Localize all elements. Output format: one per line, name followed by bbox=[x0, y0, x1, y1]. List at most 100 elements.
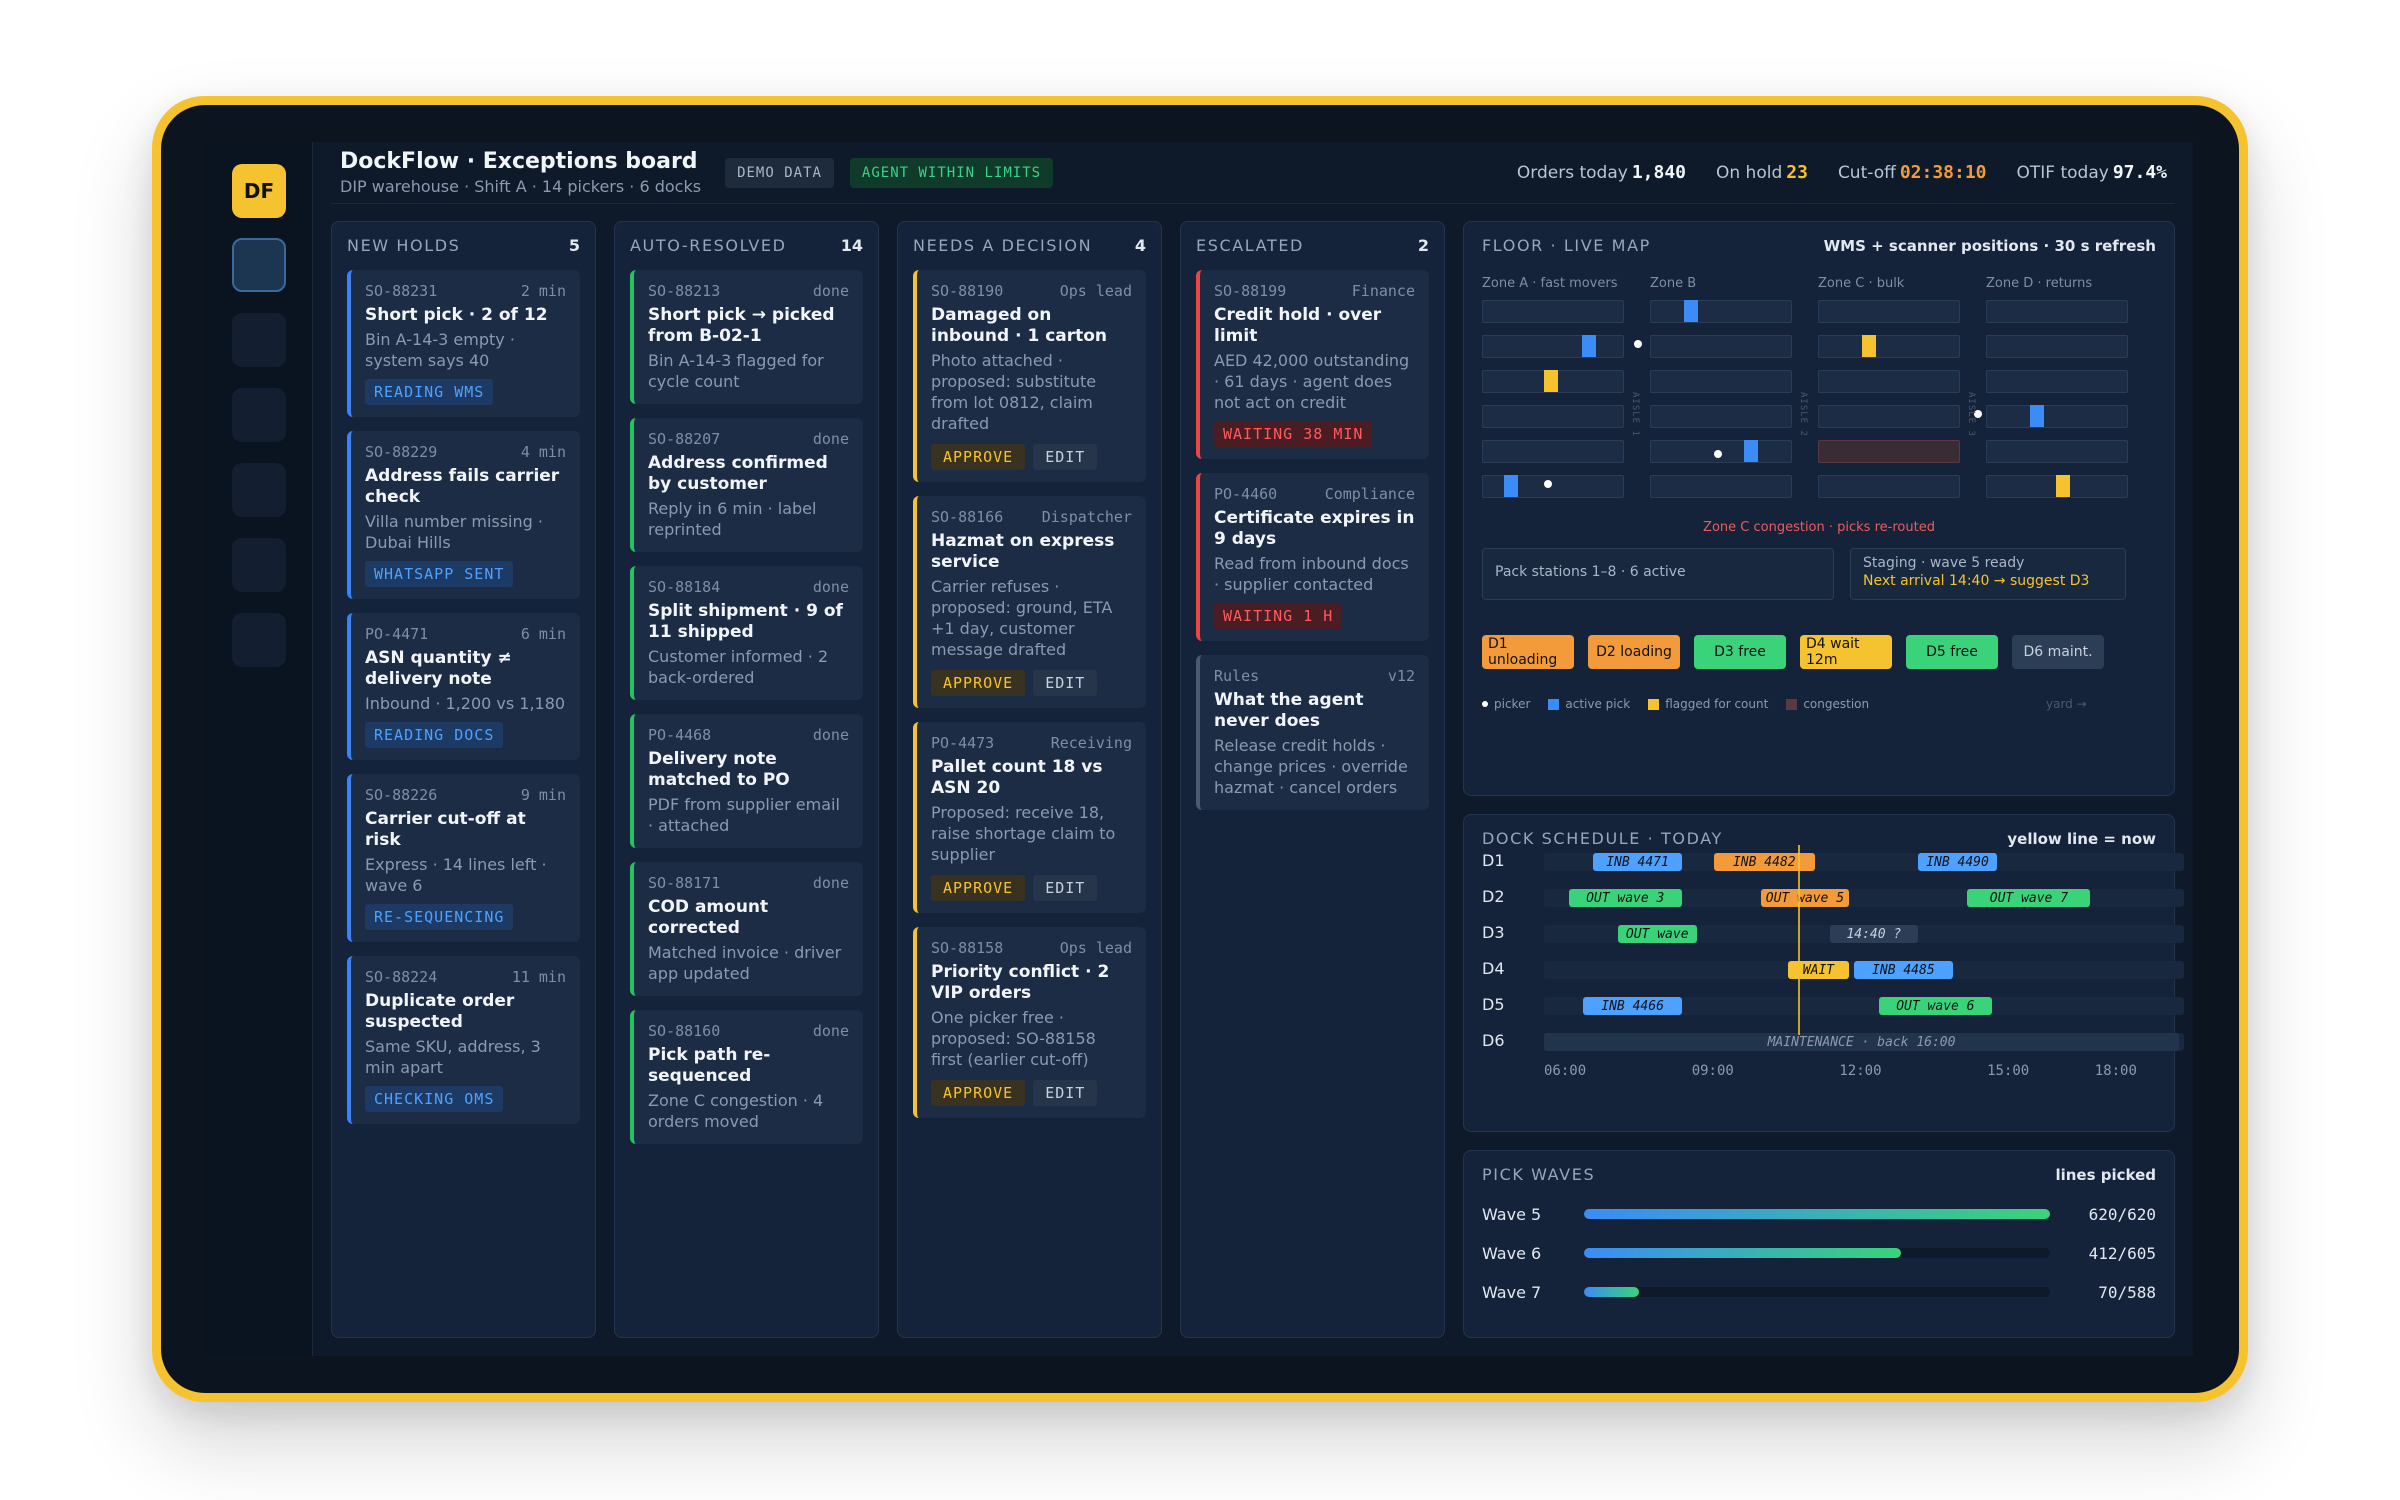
edit-button[interactable]: EDIT bbox=[1033, 444, 1098, 470]
card-meta: PO-4471 6 min bbox=[365, 625, 566, 643]
right-panels: FLOOR · LIVE MAP WMS + scanner positions … bbox=[1463, 221, 2184, 1338]
dock-booking-bar[interactable]: MAINTENANCE · back 16:00 bbox=[1544, 1033, 2180, 1051]
shelf-row bbox=[1818, 335, 1960, 358]
column-count: 4 bbox=[1134, 235, 1146, 255]
dock-booking-bar[interactable]: 14:40 ? bbox=[1829, 925, 1919, 943]
exception-card[interactable]: SO-88226 9 min Carrier cut-off at risk Expr… bbox=[347, 774, 580, 942]
dock-booking-bar[interactable]: INB 4471 bbox=[1593, 853, 1682, 871]
card-text: One picker free · proposed: SO-88158 fir… bbox=[931, 1008, 1096, 1069]
nav-item-6[interactable] bbox=[232, 613, 286, 667]
dock-row-label: D3 bbox=[1482, 923, 1505, 942]
legend-item-flagged: flagged for count bbox=[1648, 697, 1768, 711]
wave-progress-track bbox=[1584, 1209, 2050, 1219]
wave-row: Wave 6 412/605 bbox=[1482, 1242, 2156, 1264]
exception-card[interactable]: SO-88158 Ops lead Priority conflict · 2 VI… bbox=[913, 927, 1146, 1118]
approve-button[interactable]: APPROVE bbox=[931, 875, 1026, 901]
exception-card[interactable]: SO-88171 done COD amount corrected Matched … bbox=[630, 862, 863, 996]
column-count: 2 bbox=[1417, 235, 1429, 255]
dock-booking-bar[interactable]: OUT wave 7 bbox=[1967, 889, 2091, 907]
exception-card[interactable]: SO-88199 Finance Credit hold · over limit A… bbox=[1196, 270, 1429, 459]
legend-label: active pick bbox=[1565, 697, 1631, 711]
approve-button[interactable]: APPROVE bbox=[931, 1080, 1026, 1106]
flagged-bin-marker bbox=[2056, 475, 2070, 497]
legend-swatch bbox=[1648, 698, 1660, 710]
card-meta: SO-88226 9 min bbox=[365, 786, 566, 804]
approve-button[interactable]: APPROVE bbox=[931, 444, 1026, 470]
exception-card[interactable]: SO-88213 done Short pick → picked from B-0… bbox=[630, 270, 863, 404]
approve-button[interactable]: APPROVE bbox=[931, 670, 1026, 696]
column-escalated: ESCALATED 2 SO-88199 Finance Credit hold · o… bbox=[1180, 221, 1445, 1338]
kpi-cutoff-value: 02:38:10 bbox=[1899, 162, 1987, 183]
shelf-row bbox=[1650, 335, 1792, 358]
card-id: SO-88199 bbox=[1214, 282, 1287, 300]
nav-item-4[interactable] bbox=[232, 463, 286, 517]
dock-booking-bar[interactable]: INB 4466 bbox=[1583, 997, 1682, 1015]
nav-item-board[interactable] bbox=[232, 238, 286, 292]
waves-title: PICK WAVES bbox=[1482, 1165, 1596, 1184]
nav-item-5[interactable] bbox=[232, 538, 286, 592]
staging-label: Staging · wave 5 ready bbox=[1863, 555, 2025, 571]
exception-card[interactable]: SO-88207 done Address confirmed by custome… bbox=[630, 418, 863, 552]
dock-booking-bar[interactable]: INB 4485 bbox=[1854, 961, 1953, 979]
dock-booking-bar[interactable]: INB 4482 bbox=[1713, 853, 1815, 871]
legend-swatch bbox=[1548, 698, 1560, 710]
wave-progress-track bbox=[1584, 1248, 2050, 1258]
dock-booking-bar[interactable]: INB 4490 bbox=[1918, 853, 1997, 871]
aisle-label: AISLE 1 bbox=[1630, 392, 1640, 437]
edit-button[interactable]: EDIT bbox=[1033, 670, 1098, 696]
dock-status-chip[interactable]: D2 loading bbox=[1588, 635, 1680, 669]
exception-card[interactable]: PO-4473 Receiving Pallet count 18 vs ASN 2… bbox=[913, 722, 1146, 913]
card-owner: 6 min bbox=[520, 625, 566, 643]
card-owner: Compliance bbox=[1324, 485, 1415, 503]
shelf-row bbox=[1818, 405, 1960, 428]
dock-status-chip[interactable]: D5 free bbox=[1906, 635, 1998, 669]
card-actions: APPROVE EDIT bbox=[931, 1080, 1132, 1106]
card-owner: done bbox=[812, 282, 849, 300]
exception-card[interactable]: Rules v12 What the agent never does Release… bbox=[1196, 655, 1429, 810]
dock-title: DOCK SCHEDULE · TODAY bbox=[1482, 829, 1723, 848]
card-text: Bin A-14-3 flagged for cycle count bbox=[648, 351, 824, 391]
dock-booking-bar[interactable]: WAIT bbox=[1787, 961, 1850, 979]
shelf-row bbox=[1650, 475, 1792, 498]
edit-button[interactable]: EDIT bbox=[1033, 875, 1098, 901]
nav-item-3[interactable] bbox=[232, 388, 286, 442]
dock-status-chip[interactable]: D6 maint. bbox=[2012, 635, 2104, 669]
card-id: SO-88190 bbox=[931, 282, 1004, 300]
dock-booking-bar[interactable]: OUT wave 6 bbox=[1878, 997, 1992, 1015]
edit-button[interactable]: EDIT bbox=[1033, 1080, 1098, 1106]
device-frame: DF DockFlow · Exceptions board DIP wareh… bbox=[152, 96, 2248, 1402]
card-title: ASN quantity ≠ delivery note bbox=[365, 648, 512, 689]
pick-waves-panel: PICK WAVES lines picked Wave 5 620/620 Wave… bbox=[1463, 1150, 2175, 1338]
shelf-row bbox=[1986, 405, 2128, 428]
dock-status-chip[interactable]: D1 unloading bbox=[1482, 635, 1574, 669]
card-text: Inbound · 1,200 vs 1,180 bbox=[365, 694, 566, 713]
exception-card[interactable]: SO-88224 11 min Duplicate order suspected S… bbox=[347, 956, 580, 1124]
exception-card[interactable]: SO-88231 2 min Short pick · 2 of 12 Bin A-1… bbox=[347, 270, 580, 417]
kpi-otif-value: 97.4% bbox=[2112, 162, 2167, 183]
nav-item-2[interactable] bbox=[232, 313, 286, 367]
exception-card[interactable]: SO-88166 Dispatcher Hazmat on express serv… bbox=[913, 496, 1146, 708]
card-id: SO-88226 bbox=[365, 786, 438, 804]
exception-card[interactable]: SO-88160 done Pick path re-sequenced Zone C… bbox=[630, 1010, 863, 1144]
legend-swatch bbox=[1482, 701, 1488, 707]
card-meta: PO-4468 done bbox=[648, 726, 849, 744]
active-pick-marker bbox=[1582, 335, 1596, 357]
exception-card[interactable]: PO-4460 Compliance Certificate expires in … bbox=[1196, 473, 1429, 641]
dock-booking-bar[interactable]: OUT wave 3 bbox=[1568, 889, 1682, 907]
exception-card[interactable]: PO-4471 6 min ASN quantity ≠ delivery note… bbox=[347, 613, 580, 760]
column-header: AUTO-RESOLVED 14 bbox=[630, 234, 863, 256]
column-count: 5 bbox=[568, 235, 580, 255]
exception-card[interactable]: SO-88184 done Split shipment · 9 of 11 shi… bbox=[630, 566, 863, 700]
dock-status-chip[interactable]: D3 free bbox=[1694, 635, 1786, 669]
dock-booking-bar[interactable]: OUT wave 5 bbox=[1760, 889, 1850, 907]
kpi-cutoff-label: Cut-off bbox=[1837, 163, 1896, 183]
exception-card[interactable]: SO-88229 4 min Address fails carrier check… bbox=[347, 431, 580, 599]
card-text: Reply in 6 min · label reprinted bbox=[648, 499, 817, 539]
dock-status-chip[interactable]: D4 wait 12m bbox=[1800, 635, 1892, 669]
legend-item-congestion: congestion bbox=[1786, 697, 1869, 711]
dock-booking-bar[interactable]: OUT wave bbox=[1617, 925, 1697, 943]
exception-card[interactable]: PO-4468 done Delivery note matched to PO PD… bbox=[630, 714, 863, 848]
card-title: Priority conflict · 2 VIP orders bbox=[931, 962, 1110, 1003]
exception-card[interactable]: SO-88190 Ops lead Damaged on inbound · 1 c… bbox=[913, 270, 1146, 482]
staging-next: Next arrival 14:40 → suggest D3 bbox=[1863, 573, 2090, 589]
